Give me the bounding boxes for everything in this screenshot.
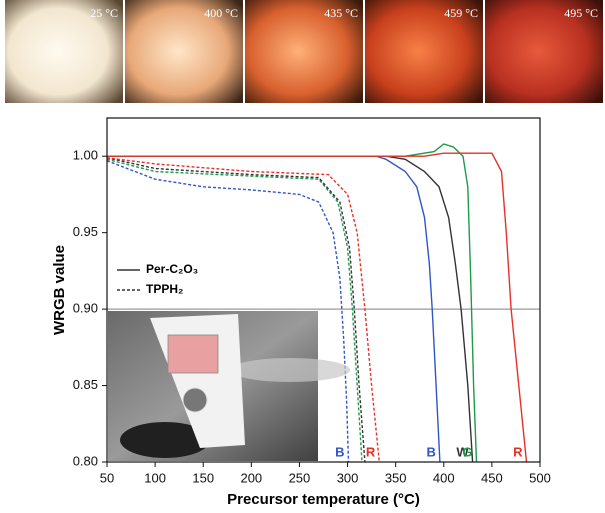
x-tick-label: 450 [481,470,503,485]
inset-roi [168,335,218,373]
x-tick-label: 200 [240,470,262,485]
series-label: B [335,444,344,459]
y-tick-label: 1.00 [73,148,98,163]
series-label: R [513,444,523,459]
x-tick-label: 400 [433,470,455,485]
photo-label: 459 °C [444,6,478,20]
series-label: B [427,444,436,459]
y-axis-label: WRGB value [51,245,68,335]
x-tick-label: 350 [385,470,407,485]
x-tick-label: 250 [289,470,311,485]
inset-photo [108,311,350,461]
x-tick-label: 150 [192,470,214,485]
y-tick-label: 0.80 [73,453,98,468]
legend-label: TPPH₂ [146,282,183,296]
y-tick-label: 0.85 [73,377,98,392]
series-label: R [366,444,376,459]
photo-label: 435 °C [324,6,358,20]
photo-label: 495 °C [564,6,598,20]
photo-strip: 25 °C 400 °C 435 °C 459 °C 495 °C [5,0,603,103]
series-label: G [462,444,472,459]
x-axis-label: Precursor temperature (°C) [227,491,420,508]
x-tick-label: 50 [100,470,114,485]
y-tick-label: 0.90 [73,301,98,316]
photo-label: 400 °C [204,6,238,20]
inset-clamp [230,358,350,382]
figure: 25 °C 400 °C 435 °C 459 °C 495 °C 50 100 1… [0,0,605,513]
inset-hole [183,388,207,412]
photo-label: 25 °C [90,6,118,20]
x-tick-label: 300 [337,470,359,485]
y-tick-label: 0.95 [73,224,98,239]
x-tick-label: 500 [529,470,551,485]
legend-label: Per-C₂O₃ [146,262,198,276]
x-tick-label: 100 [144,470,166,485]
